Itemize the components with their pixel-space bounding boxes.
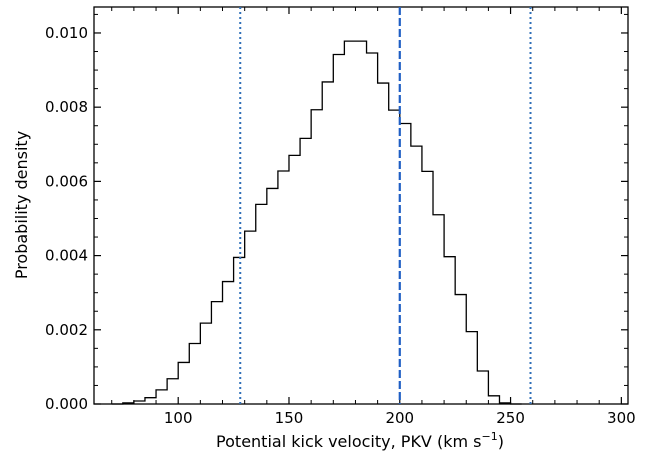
- x-tick-label: 200: [385, 409, 414, 427]
- x-title-superscript: −1: [481, 430, 497, 443]
- y-tick-label: 0.006: [45, 172, 88, 190]
- x-tick-label: 100: [164, 409, 193, 427]
- y-tick-label: 0.002: [45, 321, 88, 339]
- x-tick-label: 250: [496, 409, 525, 427]
- y-tick-label: 0.008: [45, 98, 88, 116]
- y-axis-title: Probability density: [12, 131, 31, 279]
- y-tick-label: 0.000: [45, 395, 88, 413]
- reference-lines: [239, 7, 532, 404]
- axis-ticks: [94, 7, 628, 405]
- y-tick-label: 0.004: [45, 247, 88, 265]
- axis-tick-labels: 100 150 200 250 300 0.000 0.002 0.004 0.006 0.008…: [45, 24, 636, 427]
- histogram-step-line: [111, 40, 522, 405]
- x-tick-label: 300: [607, 409, 636, 427]
- x-tick-label: 150: [275, 409, 304, 427]
- plot-frame: [93, 6, 629, 405]
- x-title-close: ): [498, 432, 504, 451]
- y-tick-label: 0.010: [45, 24, 88, 42]
- x-axis-title: Potential kick velocity, PKV (km s−1): [216, 430, 504, 451]
- x-title-main: Potential kick velocity, PKV (km s: [216, 432, 481, 451]
